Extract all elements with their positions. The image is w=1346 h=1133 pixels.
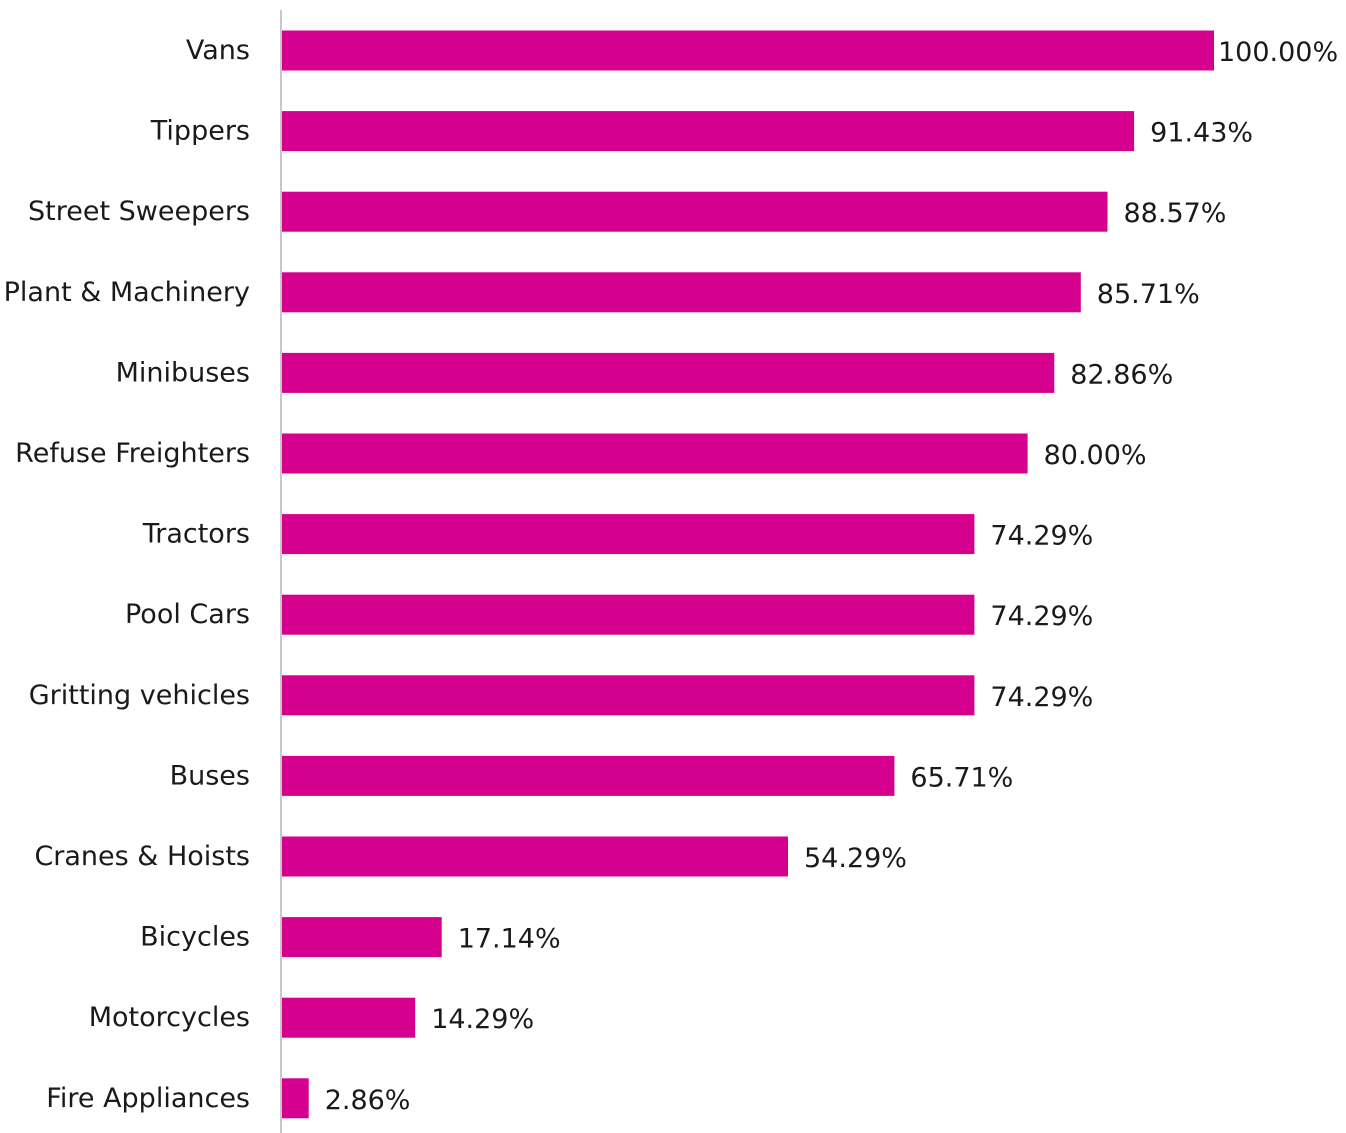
category-label: Tippers xyxy=(150,116,250,147)
category-label: Motorcycles xyxy=(89,1002,250,1033)
category-label: Refuse Freighters xyxy=(15,438,250,469)
category-label: Pool Cars xyxy=(125,599,250,630)
value-label: 88.57% xyxy=(1124,198,1227,229)
bar xyxy=(282,514,975,555)
value-label: 85.71% xyxy=(1097,279,1200,310)
value-label: 80.00% xyxy=(1044,440,1147,471)
category-label: Gritting vehicles xyxy=(29,680,250,711)
category-label: Buses xyxy=(170,760,250,791)
category-label: Plant & Machinery xyxy=(4,277,250,308)
value-label: 74.29% xyxy=(990,521,1093,552)
value-label: 54.29% xyxy=(804,843,907,874)
bar xyxy=(282,30,1214,71)
bar xyxy=(282,997,416,1038)
value-label: 14.29% xyxy=(431,1004,534,1035)
bar xyxy=(282,1078,309,1119)
bar xyxy=(282,352,1055,393)
value-label: 100.00% xyxy=(1218,37,1338,68)
bar xyxy=(282,917,442,958)
value-labels-group: 100.00% 91.43% 88.57% 85.71% 82.86% 80.00% 74.… xyxy=(325,37,1338,1116)
bar xyxy=(282,594,975,635)
category-label: Fire Appliances xyxy=(46,1083,250,1114)
bar xyxy=(282,836,788,877)
category-label: Cranes & Hoists xyxy=(34,841,250,872)
bar xyxy=(282,191,1108,232)
value-label: 17.14% xyxy=(458,924,561,955)
bar xyxy=(282,272,1081,313)
value-label: 91.43% xyxy=(1150,118,1253,149)
category-labels-group: Vans Tippers Street Sweepers Plant & Machin… xyxy=(4,35,250,1114)
bar xyxy=(282,675,975,716)
category-label: Street Sweepers xyxy=(28,196,250,227)
category-label: Bicycles xyxy=(140,922,250,953)
value-label: 82.86% xyxy=(1070,359,1173,390)
bars-group xyxy=(282,30,1214,1119)
value-label: 74.29% xyxy=(990,682,1093,713)
bar xyxy=(282,755,895,796)
category-label: Minibuses xyxy=(116,357,250,388)
bar xyxy=(282,111,1135,152)
category-label: Tractors xyxy=(142,519,250,550)
value-label: 65.71% xyxy=(910,762,1013,793)
value-label: 2.86% xyxy=(325,1085,411,1116)
bar xyxy=(282,433,1028,474)
value-label: 74.29% xyxy=(990,601,1093,632)
category-label: Vans xyxy=(186,35,250,66)
